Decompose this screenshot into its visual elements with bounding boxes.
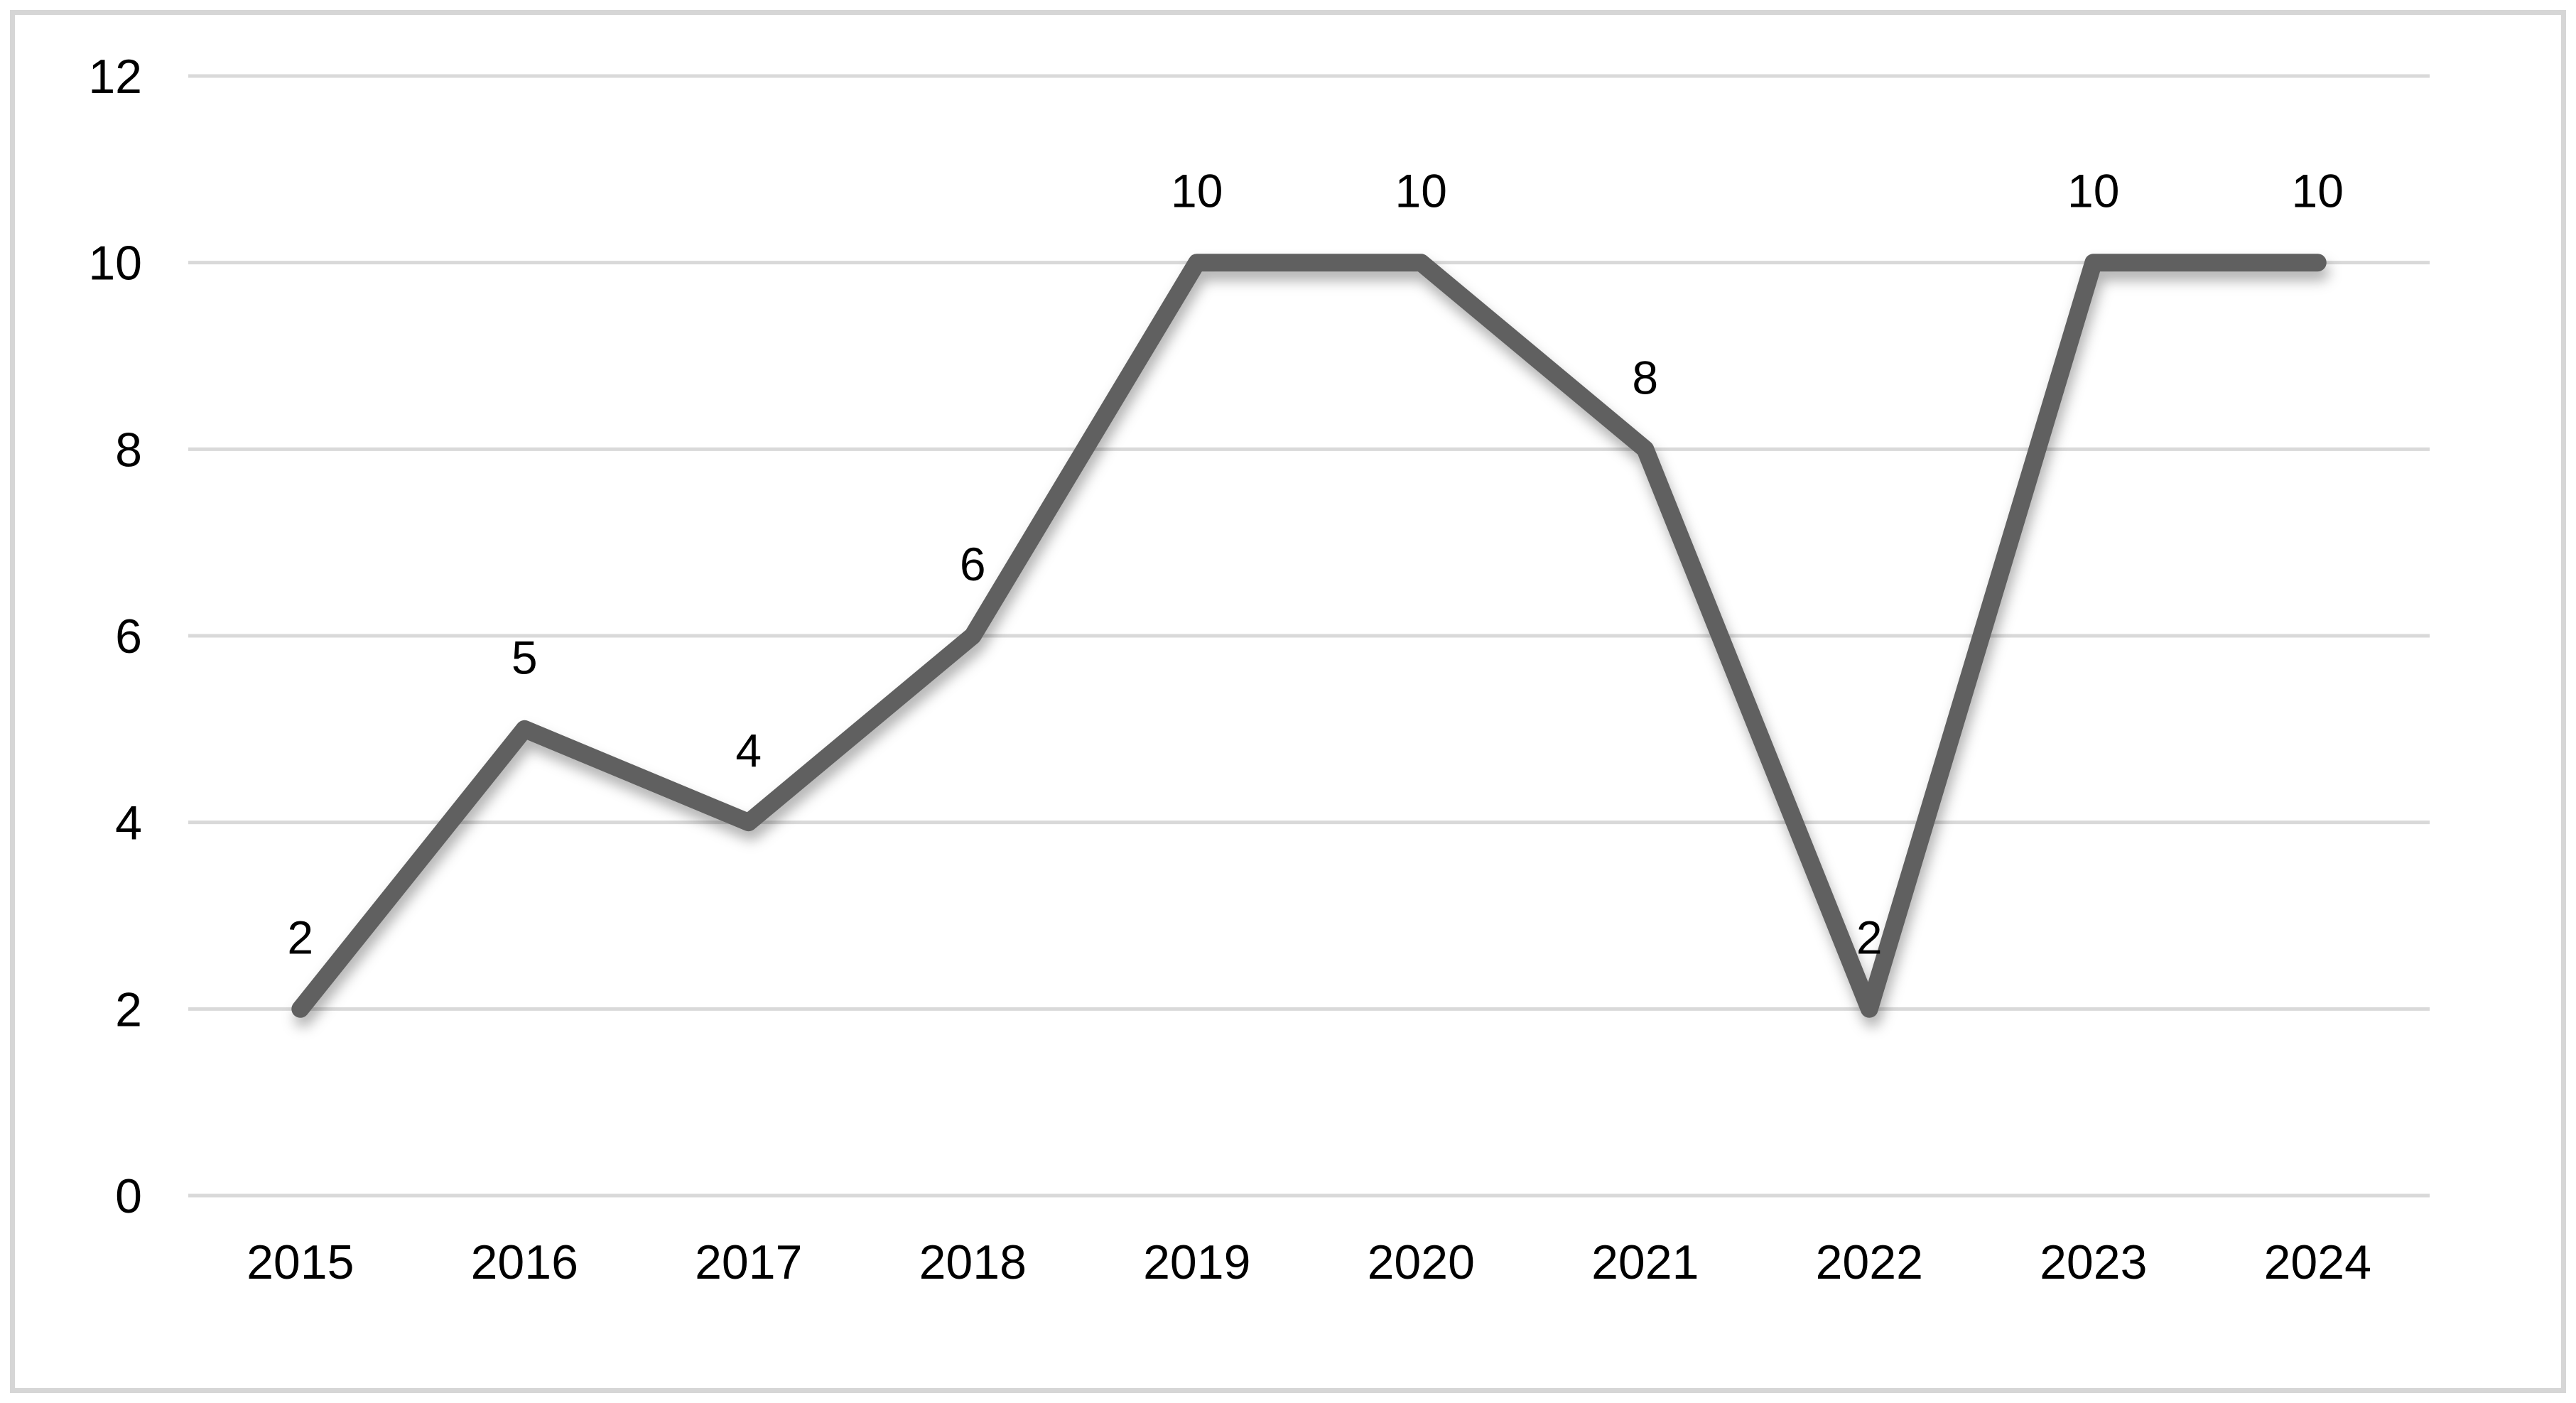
y-tick-label: 6 [115, 610, 142, 663]
data-label: 10 [2292, 165, 2344, 217]
data-label: 5 [512, 631, 538, 683]
x-tick-label: 2018 [919, 1235, 1027, 1289]
series-line [291, 254, 2327, 1018]
x-tick-label: 2017 [695, 1235, 802, 1289]
data-label: 4 [735, 725, 762, 777]
y-tick-label: 4 [115, 796, 142, 850]
x-tick-label: 2015 [247, 1235, 354, 1289]
x-tick-label: 2024 [2264, 1235, 2371, 1289]
x-tick-label: 2016 [471, 1235, 578, 1289]
x-tick-label: 2022 [1816, 1235, 1923, 1289]
data-label: 10 [2067, 165, 2119, 217]
x-tick-label: 2020 [1368, 1235, 1475, 1289]
data-label: 2 [287, 911, 313, 963]
x-tick-label: 2019 [1143, 1235, 1250, 1289]
y-tick-label: 8 [115, 423, 142, 477]
data-label: 2 [1856, 911, 1883, 963]
x-tick-label: 2021 [1591, 1235, 1699, 1289]
y-tick-label: 0 [115, 1169, 142, 1223]
data-label: 10 [1395, 165, 1447, 217]
y-tick-label: 2 [115, 982, 142, 1036]
chart-frame-border [10, 10, 2566, 1393]
data-label: 6 [960, 538, 986, 590]
x-tick-label: 2023 [2040, 1235, 2147, 1289]
y-tick-label: 12 [88, 50, 142, 104]
data-label: 8 [1632, 351, 1658, 403]
y-tick-label: 10 [88, 237, 142, 291]
data-label: 10 [1171, 165, 1223, 217]
